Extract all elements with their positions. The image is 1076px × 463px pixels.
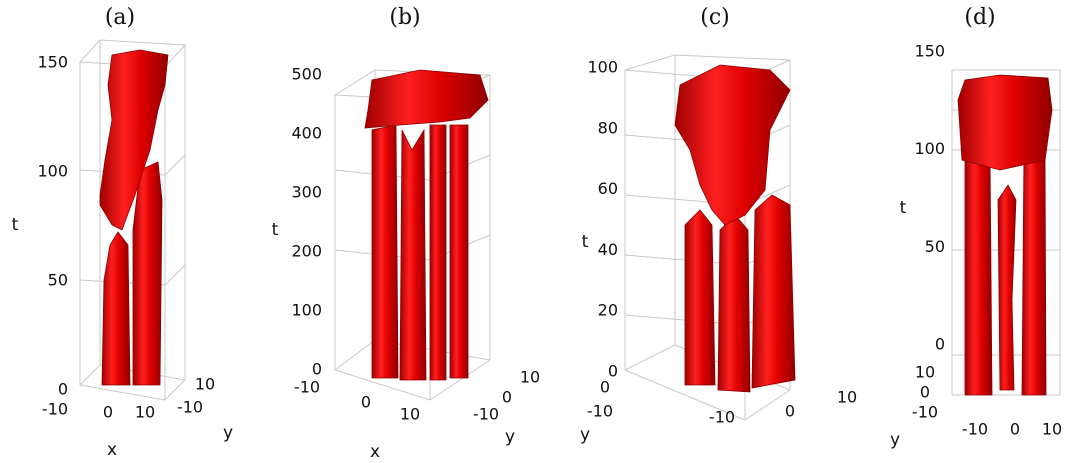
panel-b-plot <box>333 69 491 401</box>
t-axis-label: t <box>900 198 907 218</box>
t-tick-label: 20 <box>598 301 618 320</box>
x-tick-label: -10 <box>709 408 735 427</box>
x-tick-label: 10 <box>1042 420 1062 439</box>
t-tick-label: 100 <box>291 301 322 320</box>
x-axis-label: x <box>107 440 117 460</box>
y-tick-label: 10 <box>915 363 935 382</box>
panel-label: (c) <box>700 5 730 30</box>
y-tick-label: -10 <box>177 398 203 417</box>
y-tick-label: -10 <box>587 402 613 421</box>
x-tick-label: -10 <box>294 378 320 397</box>
x-tick-label: -10 <box>42 400 68 419</box>
panel-label: (d) <box>964 5 995 30</box>
panel-label: (b) <box>389 5 420 30</box>
y-tick-label: 0 <box>920 383 930 402</box>
y-axis-label: y <box>890 430 900 450</box>
panel-label: (a) <box>105 5 135 30</box>
t-tick-label: 150 <box>914 42 945 61</box>
y-tick-label: 0 <box>502 388 512 407</box>
t-axis-label: t <box>272 220 279 240</box>
t-axis-label: t <box>582 232 589 252</box>
y-tick-label: 10 <box>195 375 215 394</box>
t-tick-label: 400 <box>291 124 322 143</box>
t-tick-label: 60 <box>598 179 618 198</box>
t-tick-label: 50 <box>48 271 68 290</box>
x-tick-label: 0 <box>785 402 795 421</box>
t-tick-label: 80 <box>598 118 618 137</box>
x-tick-label: 10 <box>135 403 155 422</box>
panel-a-plot <box>78 39 187 401</box>
t-tick-label: 100 <box>37 162 68 181</box>
t-tick-label: 40 <box>598 240 618 259</box>
t-tick-label: 300 <box>291 183 322 202</box>
t-tick-label: 0 <box>58 380 68 399</box>
panel-c-plot <box>624 54 796 421</box>
t-tick-label: 50 <box>925 237 945 256</box>
x-tick-label: 0 <box>361 393 371 412</box>
t-tick-label: 100 <box>587 58 618 77</box>
t-tick-label: 150 <box>37 53 68 72</box>
x-tick-label: -10 <box>962 420 988 439</box>
y-tick-label: -10 <box>473 405 499 424</box>
y-axis-label: y <box>223 423 233 443</box>
t-tick-label: 200 <box>291 242 322 261</box>
t-tick-label: 0 <box>935 335 945 354</box>
y-axis-label: y <box>505 427 515 447</box>
y-tick-label: -10 <box>912 403 938 422</box>
y-tick-label: 10 <box>520 368 540 387</box>
y-axis-label: y <box>580 425 590 445</box>
t-tick-label: 100 <box>914 139 945 158</box>
panel-d-plot <box>951 69 1061 396</box>
t-axis-label: t <box>12 215 19 235</box>
x-tick-label: 10 <box>400 405 420 424</box>
x-tick-label: 10 <box>837 388 857 407</box>
t-tick-label: 0 <box>608 362 618 381</box>
x-tick-label: 0 <box>103 403 113 422</box>
x-axis-label: x <box>370 442 380 462</box>
y-tick-label: 0 <box>600 378 610 397</box>
t-tick-label: 500 <box>291 65 322 84</box>
x-tick-label: 0 <box>1010 420 1020 439</box>
t-tick-label: 0 <box>312 360 322 379</box>
